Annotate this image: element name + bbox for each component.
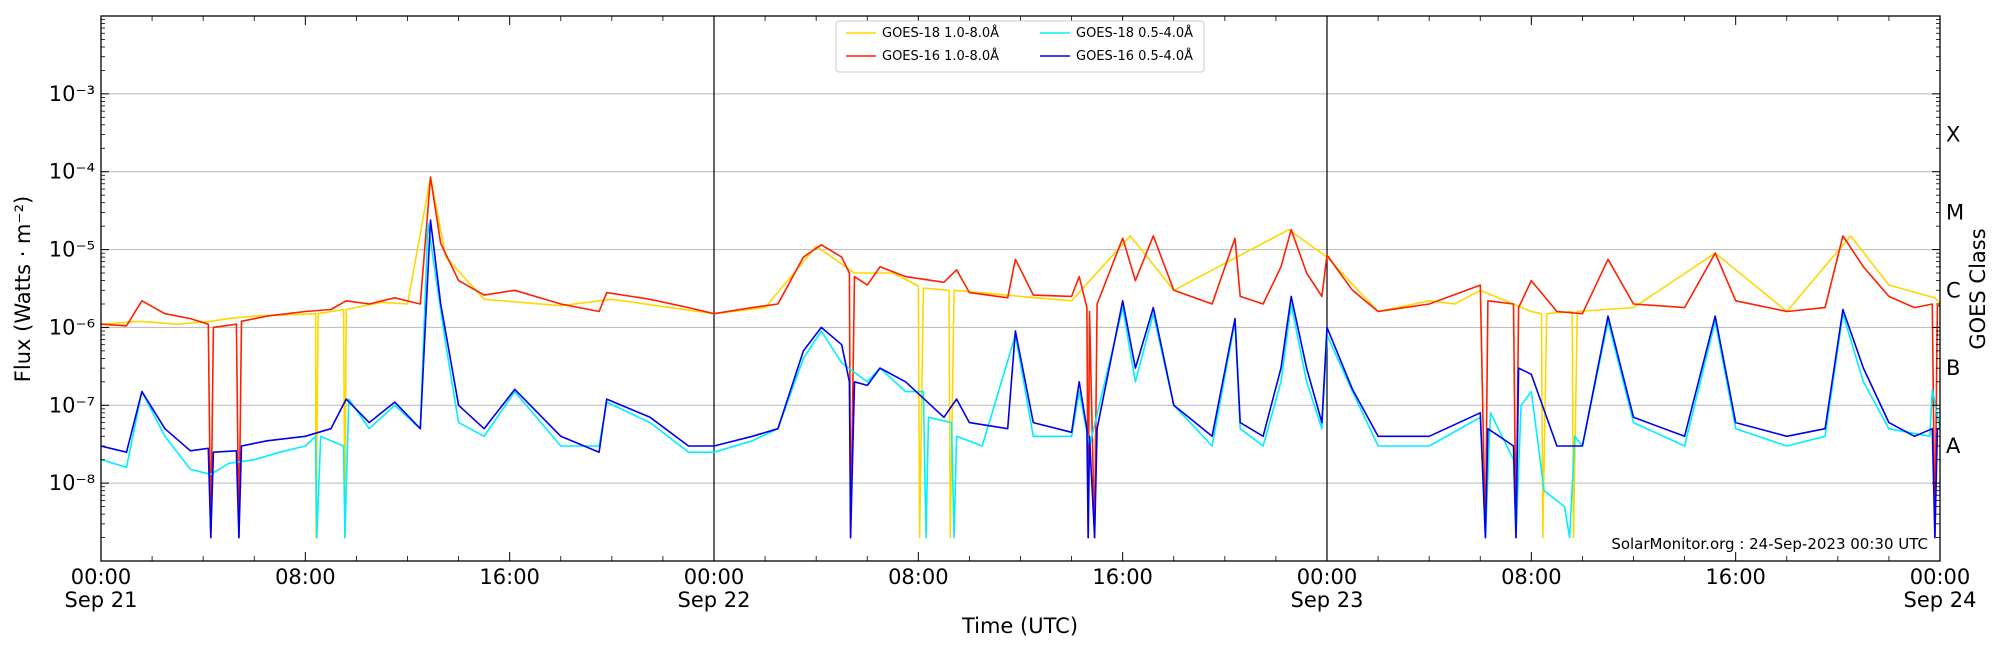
goes-class-labels: A B C M X bbox=[1946, 123, 1964, 458]
x-tick-date-0: Sep 21 bbox=[65, 588, 138, 612]
series-line-0 bbox=[101, 176, 1940, 539]
x-tick-date-3: Sep 22 bbox=[678, 588, 751, 612]
legend-entry-0: GOES-18 1.0-8.0Å bbox=[882, 25, 999, 41]
y-tick-label-4: 10⁻⁴ bbox=[49, 160, 95, 184]
y-tick-label-0: 10⁻⁸ bbox=[49, 471, 95, 495]
y-axis-ticks: 10⁻⁸ 10⁻⁷ 10⁻⁶ 10⁻⁵ 10⁻⁴ 10⁻³ bbox=[49, 15, 1940, 562]
x-tick-time-7: 08:00 bbox=[1501, 565, 1562, 589]
legend: GOES-18 1.0-8.0Å GOES-16 1.0-8.0Å GOES-18 … bbox=[835, 20, 1205, 73]
x-tick-time-2: 16:00 bbox=[479, 565, 540, 589]
x-tick-time-9: 00:00 bbox=[1910, 565, 1971, 589]
x-tick-date-6: Sep 23 bbox=[1291, 588, 1364, 612]
y-tick-label-2: 10⁻⁶ bbox=[49, 315, 95, 339]
series-lines bbox=[101, 176, 1940, 539]
x-axis-label: Time (UTC) bbox=[961, 614, 1078, 638]
x-tick-time-3: 00:00 bbox=[684, 565, 745, 589]
y-tick-label-1: 10⁻⁷ bbox=[49, 393, 95, 417]
goes-class-a: A bbox=[1946, 434, 1961, 458]
right-axis-label: GOES Class bbox=[1966, 228, 1990, 349]
legend-entry-1: GOES-16 1.0-8.0Å bbox=[882, 48, 999, 64]
x-tick-time-4: 08:00 bbox=[888, 565, 949, 589]
x-tick-time-0: 00:00 bbox=[71, 565, 132, 589]
x-tick-date-9: Sep 24 bbox=[1904, 588, 1977, 612]
goes-class-c: C bbox=[1946, 278, 1961, 302]
y-tick-label-5: 10⁻³ bbox=[49, 82, 95, 106]
legend-box bbox=[835, 20, 1205, 73]
source-annotation: SolarMonitor.org : 24-Sep-2023 00:30 UTC bbox=[1611, 535, 1928, 553]
goes-class-m: M bbox=[1946, 200, 1964, 224]
grid-lines bbox=[101, 93, 1940, 484]
goes-class-x: X bbox=[1946, 123, 1960, 147]
legend-entry-2: GOES-18 0.5-4.0Å bbox=[1076, 25, 1193, 41]
y-tick-label-3: 10⁻⁵ bbox=[49, 238, 95, 262]
x-tick-time-1: 08:00 bbox=[275, 565, 336, 589]
series-line-3 bbox=[101, 219, 1940, 539]
x-tick-time-8: 16:00 bbox=[1705, 565, 1766, 589]
x-tick-time-6: 00:00 bbox=[1297, 565, 1358, 589]
x-tick-time-5: 16:00 bbox=[1092, 565, 1153, 589]
y-axis-label: Flux (Watts · m⁻²) bbox=[11, 196, 35, 382]
goes-class-b: B bbox=[1946, 356, 1960, 380]
plot-background bbox=[101, 16, 1940, 561]
legend-entry-3: GOES-16 0.5-4.0Å bbox=[1076, 48, 1193, 64]
series-line-1 bbox=[101, 176, 1940, 539]
day-boundary-lines bbox=[713, 16, 1328, 561]
